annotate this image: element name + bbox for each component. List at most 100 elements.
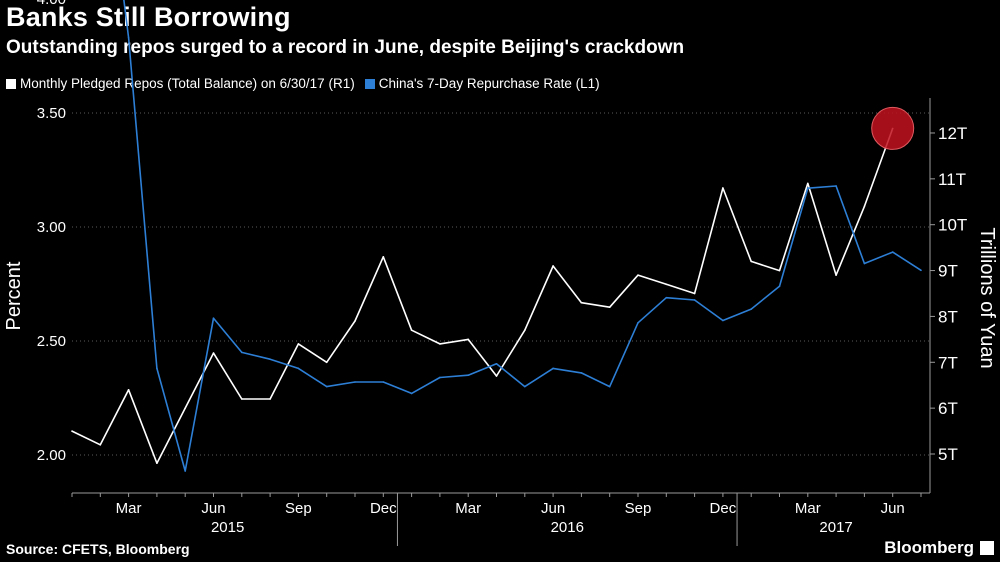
- data-point-repo-rate: [580, 372, 583, 374]
- data-point-repos: [693, 292, 696, 295]
- y2-tick-label: 6T: [938, 399, 958, 418]
- year-label: 2017: [819, 519, 852, 536]
- y2-tick-label: 5T: [938, 445, 958, 464]
- data-point-repos: [665, 283, 668, 286]
- x-tick-label: Dec: [710, 500, 737, 517]
- data-point-repo-rate: [467, 374, 470, 377]
- data-point-repos: [354, 320, 356, 322]
- data-point-repo-rate: [891, 251, 894, 253]
- data-point-repo-rate: [778, 285, 781, 288]
- data-point-repos: [552, 265, 554, 267]
- data-point-repo-rate: [297, 367, 300, 370]
- data-point-repos: [495, 375, 498, 377]
- y2-tick-label: 10T: [938, 216, 967, 235]
- data-point-repos: [835, 274, 837, 276]
- y-tick-label: 2.50: [37, 333, 66, 350]
- data-point-repos: [410, 329, 413, 331]
- legend-item-repo-rate: China's 7-Day Repurchase Rate (L1): [364, 76, 600, 91]
- data-point-repos: [156, 462, 158, 464]
- data-point-repos: [778, 269, 781, 272]
- brand-mark-icon: [980, 541, 994, 555]
- data-point-repos: [580, 301, 583, 304]
- data-point-repo-rate: [835, 185, 837, 187]
- data-point-repo-rate: [637, 321, 639, 324]
- y-tick-label: 2.00: [37, 447, 66, 464]
- data-point-repos: [127, 388, 130, 391]
- data-point-repo-rate: [127, 36, 130, 39]
- data-point-repo-rate: [665, 296, 668, 299]
- data-point-repos: [297, 343, 300, 345]
- data-point-repos: [637, 274, 639, 276]
- data-point-repos: [863, 205, 866, 208]
- data-point-repo-rate: [524, 385, 526, 388]
- data-point-repos: [467, 338, 470, 341]
- data-point-repo-rate: [807, 187, 809, 190]
- y-tick-label: 4.00: [37, 0, 66, 8]
- data-point-repos: [269, 398, 271, 400]
- data-point-repos: [524, 329, 526, 331]
- data-point-repo-rate: [552, 367, 554, 370]
- data-point-repo-rate: [184, 470, 186, 472]
- data-point-repo-rate: [410, 392, 413, 395]
- x-tick-label: Mar: [116, 500, 142, 517]
- data-point-repo-rate: [495, 363, 498, 365]
- data-point-repos: [71, 430, 73, 432]
- data-point-repo-rate: [156, 367, 158, 370]
- source-note: Source: CFETS, Bloomberg: [6, 541, 190, 557]
- data-point-repos: [184, 407, 186, 409]
- data-point-repos: [722, 187, 724, 189]
- year-label: 2015: [211, 519, 244, 536]
- data-point-repo-rate: [325, 385, 328, 388]
- year-label: 2016: [551, 519, 584, 536]
- data-point-repos: [750, 260, 752, 263]
- legend: Monthly Pledged Repos (Total Balance) on…: [6, 76, 600, 91]
- data-point-repo-rate: [722, 319, 724, 322]
- y2-tick-label: 12T: [938, 124, 967, 143]
- data-point-repo-rate: [693, 299, 696, 301]
- data-point-repo-rate: [269, 358, 271, 361]
- legend-item-repos: Monthly Pledged Repos (Total Balance) on…: [6, 76, 355, 91]
- x-tick-label: Sep: [285, 500, 312, 517]
- y2-tick-label: 8T: [938, 307, 958, 326]
- data-point-repos: [212, 352, 215, 354]
- data-point-repo-rate: [750, 308, 752, 310]
- data-point-repo-rate: [608, 385, 611, 388]
- series-line-repo-rate: [123, 0, 922, 472]
- chart-subtitle: Outstanding repos surged to a record in …: [6, 37, 685, 58]
- x-tick-label: Sep: [625, 500, 652, 517]
- data-point-repo-rate: [863, 262, 866, 265]
- data-point-repos: [439, 343, 441, 345]
- legend-label-repo-rate: China's 7-Day Repurchase Rate (L1): [378, 76, 600, 91]
- x-tick-label: Jun: [201, 500, 225, 517]
- y-tick-label: 3.00: [37, 219, 66, 236]
- y-axis-title: Percent: [3, 261, 25, 330]
- y2-tick-label: 9T: [938, 262, 958, 281]
- data-point-repos: [241, 398, 243, 400]
- data-point-repo-rate: [439, 376, 441, 379]
- legend-label-repos: Monthly Pledged Repos (Total Balance) on…: [20, 76, 355, 91]
- highlight-marker: [871, 106, 915, 150]
- series-line-repos: [71, 128, 894, 465]
- data-point-repos: [99, 444, 102, 446]
- brand-logo: Bloomberg: [884, 538, 974, 557]
- y2-tick-label: 7T: [938, 353, 958, 372]
- x-tick-label: Dec: [370, 500, 397, 517]
- y2-tick-label: 11T: [938, 170, 966, 189]
- legend-swatch-repos: [6, 78, 16, 89]
- data-point-repos: [807, 182, 809, 185]
- data-point-repos: [382, 256, 385, 258]
- y2-axis-title: Trillions of Yuan: [976, 227, 998, 368]
- data-point-repo-rate: [354, 381, 356, 383]
- x-tick-label: Mar: [795, 500, 821, 517]
- data-point-repos: [608, 306, 611, 309]
- chart-title: Banks Still Borrowing: [6, 2, 291, 32]
- data-point-repo-rate: [920, 269, 922, 272]
- y-tick-label: 3.50: [37, 105, 66, 122]
- data-point-repo-rate: [212, 317, 215, 320]
- legend-swatch-repo-rate: [364, 78, 375, 89]
- x-tick-label: Jun: [541, 500, 565, 517]
- x-tick-label: Mar: [455, 500, 481, 517]
- data-point-repo-rate: [382, 381, 385, 383]
- data-point-repo-rate: [241, 351, 243, 354]
- data-point-repos: [325, 361, 328, 364]
